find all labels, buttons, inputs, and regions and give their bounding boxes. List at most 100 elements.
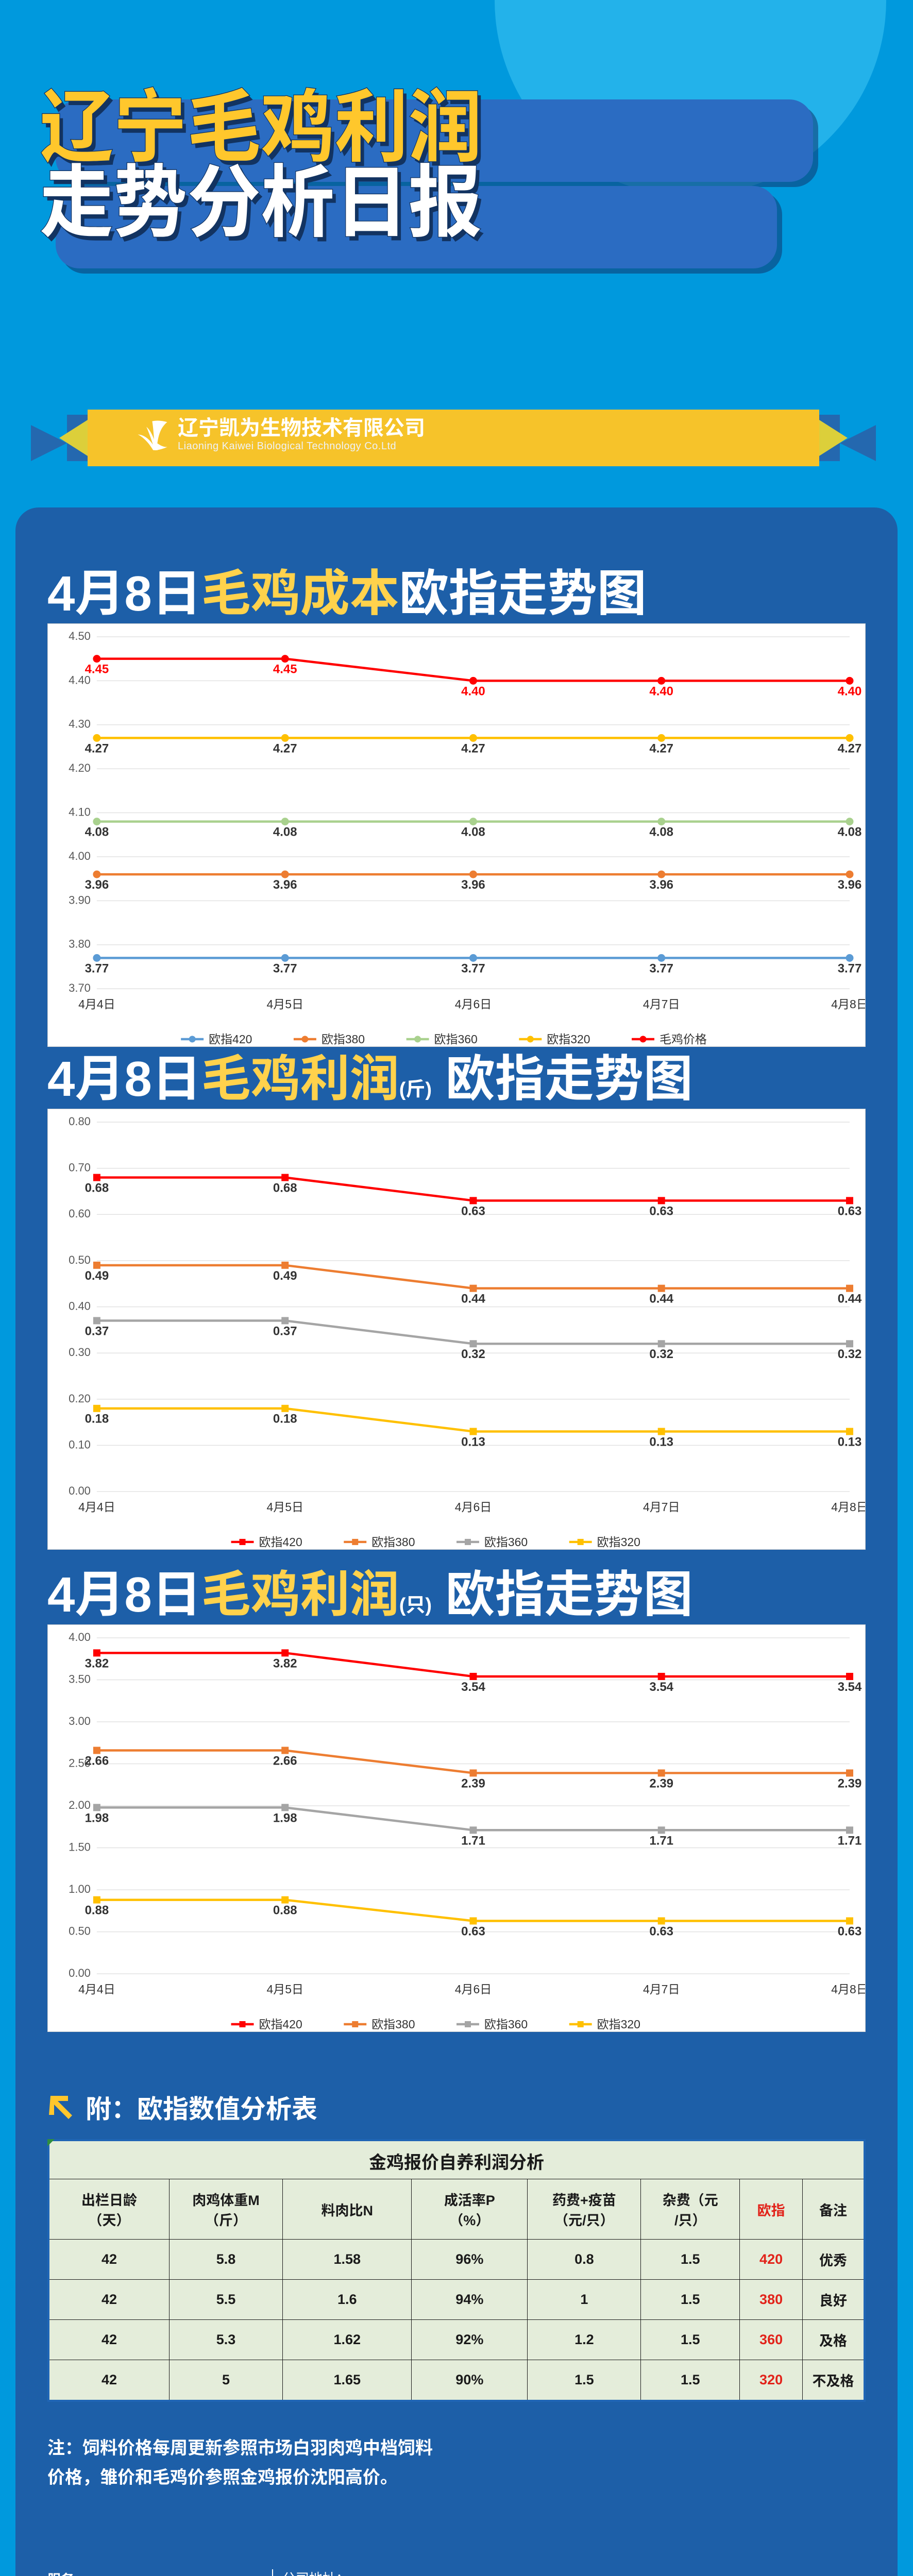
svg-text:0.37: 0.37 xyxy=(273,1325,297,1338)
svg-text:4.08: 4.08 xyxy=(461,825,485,839)
svg-text:欧指420: 欧指420 xyxy=(259,2018,302,2031)
svg-text:4.27: 4.27 xyxy=(273,742,297,756)
svg-text:0.32: 0.32 xyxy=(838,1348,862,1362)
svg-text:4.00: 4.00 xyxy=(69,1631,91,1643)
svg-text:2.66: 2.66 xyxy=(273,1754,297,1768)
svg-text:3.96: 3.96 xyxy=(85,878,109,892)
svg-text:1.50: 1.50 xyxy=(69,1841,91,1854)
svg-text:3.77: 3.77 xyxy=(838,962,862,976)
svg-text:毛鸡价格: 毛鸡价格 xyxy=(660,1032,707,1046)
svg-text:0.49: 0.49 xyxy=(85,1269,109,1283)
svg-text:4月5日: 4月5日 xyxy=(266,1983,303,1996)
svg-text:1.98: 1.98 xyxy=(273,1811,297,1825)
svg-text:欧指360: 欧指360 xyxy=(484,2018,528,2031)
svg-text:4月4日: 4月4日 xyxy=(78,1500,115,1514)
svg-text:0.63: 0.63 xyxy=(649,1205,673,1218)
svg-text:3.70: 3.70 xyxy=(69,981,91,994)
svg-text:欧指380: 欧指380 xyxy=(371,2018,415,2031)
svg-text:0.00: 0.00 xyxy=(69,1484,91,1497)
svg-text:1.00: 1.00 xyxy=(69,1883,91,1896)
svg-text:4月7日: 4月7日 xyxy=(643,997,680,1011)
svg-text:0.88: 0.88 xyxy=(85,1904,109,1918)
svg-text:4.30: 4.30 xyxy=(69,718,91,731)
svg-text:欧指380: 欧指380 xyxy=(322,1032,365,1046)
svg-text:0.13: 0.13 xyxy=(649,1435,673,1449)
svg-text:4月8日: 4月8日 xyxy=(831,997,865,1011)
svg-text:欧指360: 欧指360 xyxy=(484,1535,528,1549)
svg-text:3.77: 3.77 xyxy=(85,962,109,976)
svg-text:4月6日: 4月6日 xyxy=(455,1983,492,1996)
svg-text:4月6日: 4月6日 xyxy=(455,997,492,1011)
svg-text:1.71: 1.71 xyxy=(838,1834,862,1848)
svg-text:3.54: 3.54 xyxy=(838,1680,862,1694)
svg-text:2.39: 2.39 xyxy=(461,1777,485,1791)
svg-text:3.82: 3.82 xyxy=(85,1657,109,1671)
svg-text:4.45: 4.45 xyxy=(85,663,109,676)
svg-text:4月7日: 4月7日 xyxy=(643,1500,680,1514)
svg-text:3.96: 3.96 xyxy=(461,878,485,892)
svg-text:3.96: 3.96 xyxy=(838,878,862,892)
svg-text:0.13: 0.13 xyxy=(461,1435,485,1449)
svg-text:0.80: 0.80 xyxy=(69,1115,91,1128)
svg-text:0.60: 0.60 xyxy=(69,1208,91,1221)
svg-text:0.68: 0.68 xyxy=(273,1181,297,1195)
svg-text:2.39: 2.39 xyxy=(838,1777,862,1791)
svg-text:欧指320: 欧指320 xyxy=(597,2018,640,2031)
svg-text:3.96: 3.96 xyxy=(273,878,297,892)
svg-text:4月8日: 4月8日 xyxy=(831,1500,865,1514)
svg-text:3.54: 3.54 xyxy=(649,1680,673,1694)
svg-text:0.44: 0.44 xyxy=(649,1292,673,1306)
svg-text:3.00: 3.00 xyxy=(69,1715,91,1727)
svg-text:4.50: 4.50 xyxy=(69,630,91,642)
svg-text:1.71: 1.71 xyxy=(649,1834,673,1848)
svg-text:4月5日: 4月5日 xyxy=(266,1500,303,1514)
svg-text:欧指420: 欧指420 xyxy=(259,1535,302,1549)
svg-text:欧指320: 欧指320 xyxy=(597,1535,640,1549)
svg-text:4.08: 4.08 xyxy=(838,825,862,839)
svg-text:4月4日: 4月4日 xyxy=(78,1983,115,1996)
svg-text:1.71: 1.71 xyxy=(461,1834,485,1848)
svg-text:4.27: 4.27 xyxy=(461,742,485,756)
svg-text:4月6日: 4月6日 xyxy=(455,1500,492,1514)
svg-text:0.40: 0.40 xyxy=(69,1300,91,1313)
svg-text:0.50: 0.50 xyxy=(69,1925,91,1938)
svg-text:4.00: 4.00 xyxy=(69,850,91,862)
svg-text:3.50: 3.50 xyxy=(69,1673,91,1686)
svg-text:0.88: 0.88 xyxy=(273,1904,297,1918)
svg-text:3.96: 3.96 xyxy=(649,878,673,892)
svg-text:0.50: 0.50 xyxy=(69,1253,91,1266)
svg-text:欧指380: 欧指380 xyxy=(371,1535,415,1549)
svg-text:4.40: 4.40 xyxy=(461,685,485,699)
svg-text:0.18: 0.18 xyxy=(273,1412,297,1426)
svg-text:3.77: 3.77 xyxy=(461,962,485,976)
svg-text:0.32: 0.32 xyxy=(461,1348,485,1362)
svg-text:0.13: 0.13 xyxy=(838,1435,862,1449)
svg-text:4.27: 4.27 xyxy=(838,742,862,756)
svg-text:4月7日: 4月7日 xyxy=(643,1983,680,1996)
svg-text:3.54: 3.54 xyxy=(461,1680,485,1694)
svg-text:3.77: 3.77 xyxy=(649,962,673,976)
svg-text:欧指320: 欧指320 xyxy=(547,1032,590,1046)
svg-text:4.27: 4.27 xyxy=(85,742,109,756)
svg-text:0.10: 0.10 xyxy=(69,1438,91,1451)
svg-text:0.32: 0.32 xyxy=(649,1348,673,1362)
svg-text:0.44: 0.44 xyxy=(461,1292,485,1306)
svg-text:0.20: 0.20 xyxy=(69,1392,91,1405)
svg-text:2.66: 2.66 xyxy=(85,1754,109,1768)
svg-text:4.08: 4.08 xyxy=(85,825,109,839)
svg-text:3.82: 3.82 xyxy=(273,1657,297,1671)
svg-text:0.63: 0.63 xyxy=(838,1925,862,1939)
svg-text:0.30: 0.30 xyxy=(69,1346,91,1359)
svg-text:4.40: 4.40 xyxy=(838,685,862,699)
svg-text:0.63: 0.63 xyxy=(461,1205,485,1218)
svg-text:2.39: 2.39 xyxy=(649,1777,673,1791)
svg-text:0.37: 0.37 xyxy=(85,1325,109,1338)
svg-text:0.44: 0.44 xyxy=(838,1292,862,1306)
svg-text:0.63: 0.63 xyxy=(649,1925,673,1939)
svg-text:4.20: 4.20 xyxy=(69,761,91,774)
svg-text:4.27: 4.27 xyxy=(649,742,673,756)
svg-text:欧指420: 欧指420 xyxy=(209,1032,252,1046)
svg-text:3.80: 3.80 xyxy=(69,938,91,951)
svg-text:1.98: 1.98 xyxy=(85,1811,109,1825)
svg-text:4月8日: 4月8日 xyxy=(831,1983,865,1996)
